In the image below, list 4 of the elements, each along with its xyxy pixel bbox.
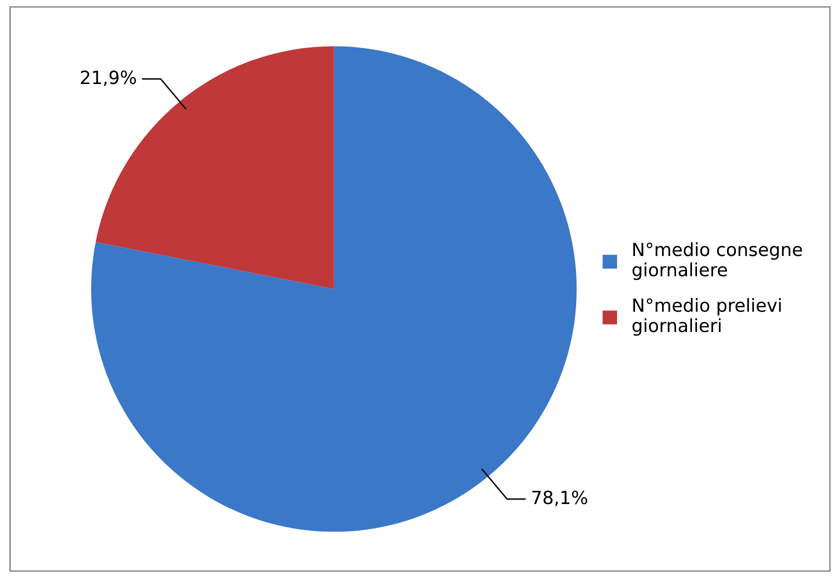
- legend-label: N°medio consegne giornaliere: [632, 242, 802, 280]
- legend-label: N°medio prelievi giornalieri: [632, 298, 781, 336]
- data-label: 21,9%: [80, 70, 136, 86]
- data-label: 78,1%: [532, 490, 588, 506]
